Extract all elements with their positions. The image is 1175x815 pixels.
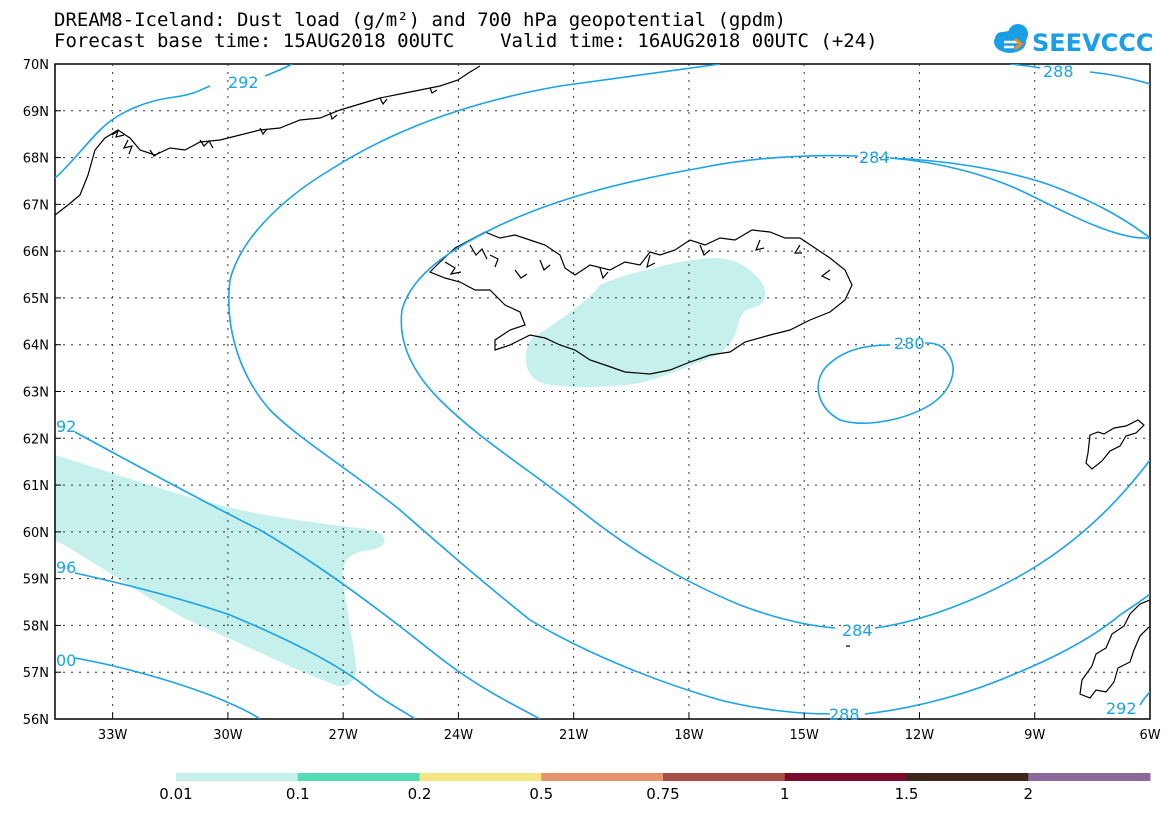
contour-label: 284: [859, 148, 890, 167]
longitude-label: 6W: [1139, 728, 1160, 743]
coastline-greenland-detail: [111, 87, 438, 157]
latitude-label: 66N: [23, 245, 49, 260]
seevccc-logo: SEEVCCC: [994, 24, 1154, 57]
longitude-label: 18W: [674, 728, 704, 743]
coastline-iceland-fjords: [444, 239, 831, 281]
longitude-label: 15W: [790, 728, 820, 743]
latitude-label: 70N: [23, 58, 49, 73]
coastline-layer: [55, 65, 1150, 699]
latitude-label: 63N: [23, 386, 49, 401]
title-line-1: DREAM8-Iceland: Dust load (g/m²) and 700…: [54, 9, 787, 31]
longitude-label: 30W: [213, 728, 243, 743]
cloud-icon: [994, 24, 1028, 53]
latitude-label: 69N: [23, 105, 49, 120]
latitude-label: 58N: [23, 619, 49, 634]
map-title: DREAM8-Iceland: Dust load (g/m²) and 700…: [54, 10, 878, 52]
contour-label: 288: [1043, 62, 1074, 81]
contour-292-southwest: [74, 431, 541, 719]
coastline-scotland: [1079, 599, 1150, 699]
latitude-label: 65N: [23, 292, 49, 307]
contour-288-outer: [227, 64, 1150, 715]
dust-area-southwest: [55, 455, 385, 687]
contour-label: 00: [56, 651, 76, 670]
contour-284: [400, 154, 1150, 629]
contour-label: 96: [56, 558, 76, 577]
latitude-label: 57N: [23, 666, 49, 681]
latitude-label: 62N: [23, 432, 49, 447]
longitude-label: 9W: [1024, 728, 1045, 743]
latitude-label: 68N: [23, 152, 49, 167]
contour-labels: 292 288 284 280 284 288 92 96 00 292: [56, 62, 1137, 724]
contour-292-northwest: [55, 64, 293, 179]
contour-label: 284: [842, 621, 873, 640]
contour-300-southwest: [74, 657, 261, 719]
contour-label: 292: [228, 73, 259, 92]
dust-load-layer: [55, 258, 766, 687]
contour-label: 280: [894, 334, 925, 353]
latitude-label: 60N: [23, 526, 49, 541]
contour-292-southeast: [1139, 691, 1150, 706]
logo-text: SEEVCCC: [1032, 29, 1154, 57]
coastline-iceland: [428, 229, 853, 375]
longitude-label: 21W: [559, 728, 589, 743]
latitude-label: 67N: [23, 198, 49, 213]
coastline-faroe-norway: [1085, 419, 1145, 470]
longitude-label: 27W: [328, 728, 358, 743]
longitude-label: 33W: [98, 728, 128, 743]
contour-label: 292: [1106, 699, 1137, 718]
longitude-labels: 33W 30W 27W 24W 21W 18W 15W 12W 9W 6W: [98, 713, 1161, 743]
latitude-label: 56N: [23, 713, 49, 728]
contour-label: 288: [829, 705, 860, 724]
dust-area-iceland: [525, 258, 766, 387]
contour-label: 92: [56, 417, 76, 436]
graticule: [55, 64, 1150, 719]
latitude-label: 61N: [23, 479, 49, 494]
latitude-labels: 70N 69N 68N 67N 66N 65N 64N 63N 62N 61N 60N 59N 58N 5…: [23, 58, 61, 728]
title-line-2: Forecast base time: 15AUG2018 00UTC Vali…: [54, 30, 878, 52]
longitude-label: 12W: [905, 728, 935, 743]
latitude-label: 59N: [23, 573, 49, 588]
latitude-label: 64N: [23, 339, 49, 354]
coastline-greenland: [55, 65, 481, 216]
contour-280: [817, 342, 954, 424]
longitude-label: 24W: [444, 728, 474, 743]
contour-296-southwest: [74, 572, 416, 719]
geopotential-contours: [55, 64, 1150, 719]
